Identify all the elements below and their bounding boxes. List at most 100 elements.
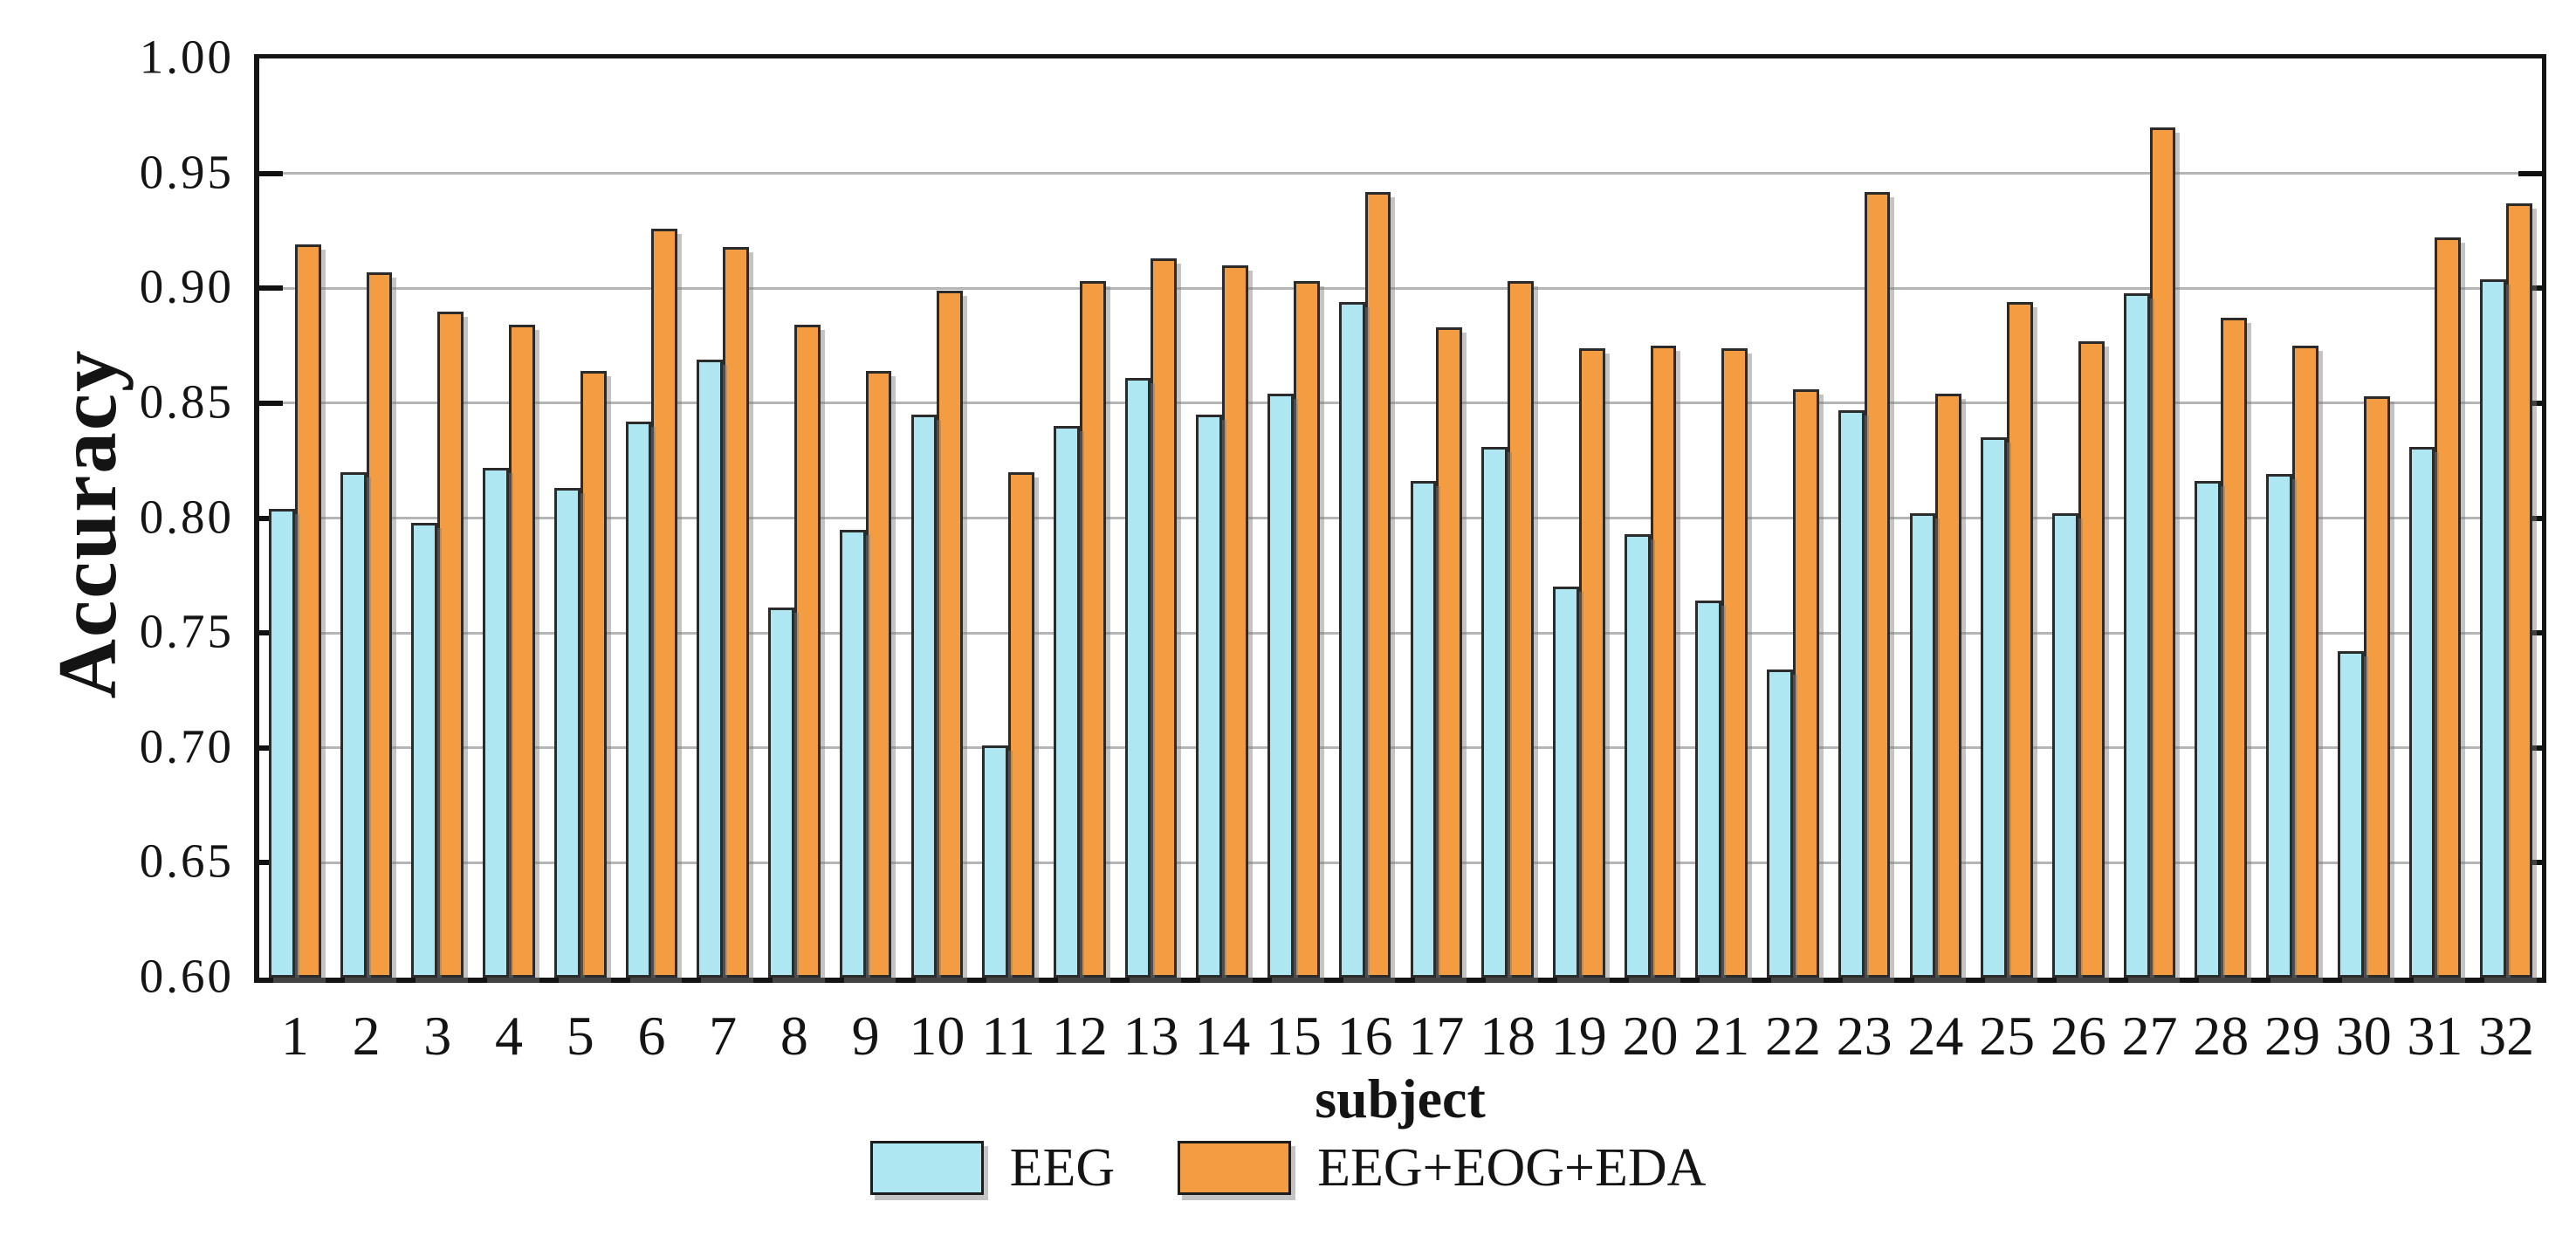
y-tick-label-0.60: 0.60 xyxy=(139,949,234,1003)
legend-label-EEG+EOG+EDA: EEG+EOG+EDA xyxy=(1317,1137,1707,1198)
bar-EEG+EOG+EDA-subject-2 xyxy=(366,271,393,978)
x-tick-label-8: 8 xyxy=(780,1005,808,1067)
bar-EEG-subject-17 xyxy=(1410,481,1437,978)
bar-EEG-subject-12 xyxy=(1053,426,1080,978)
bar-EEG-subject-30 xyxy=(2337,651,2364,978)
bar-EEG+EOG+EDA-subject-29 xyxy=(2291,346,2318,978)
x-tick-label-9: 9 xyxy=(851,1005,880,1067)
gridline-0.90 xyxy=(259,286,2542,290)
x-tick-label-6: 6 xyxy=(637,1005,666,1067)
bar-EEG-subject-2 xyxy=(340,471,367,978)
gridline-0.65 xyxy=(259,861,2542,864)
y-tick-label-0.95: 0.95 xyxy=(139,145,234,199)
x-tick-label-14: 14 xyxy=(1194,1005,1251,1067)
bar-EEG-subject-29 xyxy=(2266,474,2292,978)
x-tick-label-18: 18 xyxy=(1480,1005,1536,1067)
bar-EEG+EOG+EDA-subject-8 xyxy=(793,325,821,978)
bar-EEG-subject-27 xyxy=(2123,292,2150,978)
chart-legend: EEG EEG+EOG+EDA xyxy=(0,1131,2576,1205)
bar-EEG+EOG+EDA-subject-6 xyxy=(651,228,678,978)
x-tick-label-26: 26 xyxy=(2050,1005,2106,1067)
bar-EEG-subject-32 xyxy=(2480,278,2507,978)
bar-EEG+EOG+EDA-subject-31 xyxy=(2435,237,2462,978)
bar-EEG+EOG+EDA-subject-14 xyxy=(1222,264,1249,978)
x-tick-label-7: 7 xyxy=(709,1005,738,1067)
bar-EEG+EOG+EDA-subject-27 xyxy=(2149,127,2176,978)
x-tick-label-17: 17 xyxy=(1408,1005,1465,1067)
x-tick-label-19: 19 xyxy=(1550,1005,1607,1067)
y-tick-label-1.00: 1.00 xyxy=(139,30,234,84)
x-tick-label-27: 27 xyxy=(2121,1005,2178,1067)
bar-EEG-subject-21 xyxy=(1695,601,1722,978)
gridline-0.70 xyxy=(259,746,2542,750)
bar-EEG+EOG+EDA-subject-22 xyxy=(1792,389,1819,978)
gridline-0.80 xyxy=(259,517,2542,519)
bar-EEG+EOG+EDA-subject-15 xyxy=(1293,281,1320,978)
bar-EEG+EOG+EDA-subject-32 xyxy=(2506,203,2532,978)
bar-EEG+EOG+EDA-subject-24 xyxy=(1935,394,1962,978)
legend-swatch-EEG+EOG+EDA xyxy=(1178,1141,1292,1195)
x-tick-label-1: 1 xyxy=(280,1005,309,1067)
bar-EEG-subject-11 xyxy=(982,745,1009,978)
x-tick-label-3: 3 xyxy=(423,1005,452,1067)
bar-EEG+EOG+EDA-subject-12 xyxy=(1079,281,1106,978)
x-tick-label-10: 10 xyxy=(909,1005,965,1067)
bar-EEG+EOG+EDA-subject-23 xyxy=(1864,191,1891,978)
bar-EEG-subject-19 xyxy=(1552,587,1579,978)
bar-EEG+EOG+EDA-subject-21 xyxy=(1721,347,1748,978)
y-tick-label-0.80: 0.80 xyxy=(139,490,234,543)
bar-EEG-subject-18 xyxy=(1481,446,1508,978)
bar-EEG-subject-31 xyxy=(2408,446,2435,978)
bar-EEG-subject-25 xyxy=(1981,437,2008,978)
bar-EEG+EOG+EDA-subject-19 xyxy=(1578,347,1605,978)
bar-EEG-subject-16 xyxy=(1338,302,1365,978)
bar-EEG-subject-26 xyxy=(2052,513,2078,978)
bar-EEG-subject-8 xyxy=(768,608,794,978)
x-tick-label-22: 22 xyxy=(1764,1005,1821,1067)
bar-EEG-subject-7 xyxy=(697,359,724,978)
bar-EEG+EOG+EDA-subject-25 xyxy=(2007,302,2033,978)
bar-EEG+EOG+EDA-subject-1 xyxy=(294,244,321,978)
bar-EEG+EOG+EDA-subject-11 xyxy=(1008,471,1034,978)
x-tick-label-28: 28 xyxy=(2193,1005,2250,1067)
bar-EEG-subject-23 xyxy=(1838,409,1865,978)
axis-tick-tick-left-0.95 xyxy=(259,170,283,176)
bar-EEG+EOG+EDA-subject-17 xyxy=(1436,327,1463,978)
bar-EEG-subject-20 xyxy=(1624,533,1651,978)
bar-EEG+EOG+EDA-subject-20 xyxy=(1650,346,1677,978)
y-axis-tick-labels: 1.00 0.95 0.90 0.85 0.80 0.75 0.70 0.65 0.60 xyxy=(0,31,234,1003)
x-tick-label-30: 30 xyxy=(2335,1005,2392,1067)
legend-label-EEG: EEG xyxy=(1009,1137,1116,1198)
x-axis-title: subject xyxy=(1315,1068,1486,1130)
x-tick-label-25: 25 xyxy=(1979,1005,2036,1067)
bar-EEG-subject-10 xyxy=(910,415,938,978)
bar-EEG+EOG+EDA-subject-9 xyxy=(865,371,892,978)
legend-swatch-EEG xyxy=(869,1141,984,1195)
bar-EEG-subject-1 xyxy=(269,508,295,978)
x-tick-label-15: 15 xyxy=(1265,1005,1322,1067)
gridline-0.75 xyxy=(259,631,2542,635)
x-axis-tick-labels: 1 2 3 4 5 6 7 8 9 10 11 12 13 14 15 16 17 18 19 20 21 22 23 24 2… xyxy=(0,1004,2576,1067)
x-tick-label-11: 11 xyxy=(981,1005,1035,1067)
bar-EEG+EOG+EDA-subject-5 xyxy=(580,371,607,978)
plot-area xyxy=(254,54,2546,983)
x-tick-label-29: 29 xyxy=(2263,1005,2320,1067)
axis-tick-tick-left-0.85 xyxy=(259,400,283,406)
x-tick-label-31: 31 xyxy=(2407,1005,2463,1067)
bar-EEG+EOG+EDA-subject-13 xyxy=(1151,258,1178,978)
legend-item-EEG: EEG xyxy=(869,1137,1116,1199)
x-tick-label-23: 23 xyxy=(1836,1005,1893,1067)
x-tick-label-24: 24 xyxy=(1907,1005,1964,1067)
x-tick-label-2: 2 xyxy=(352,1005,381,1067)
bar-EEG-subject-5 xyxy=(553,488,580,978)
x-tick-label-13: 13 xyxy=(1123,1005,1179,1067)
x-tick-label-16: 16 xyxy=(1336,1005,1393,1067)
gridline-0.85 xyxy=(259,402,2542,405)
bar-EEG-subject-14 xyxy=(1196,415,1223,978)
y-tick-label-0.65: 0.65 xyxy=(139,834,234,888)
bar-EEG+EOG+EDA-subject-3 xyxy=(437,311,464,978)
bar-EEG+EOG+EDA-subject-16 xyxy=(1364,191,1391,978)
axis-tick-tick-right-0.95 xyxy=(2518,170,2542,176)
bar-EEG+EOG+EDA-subject-26 xyxy=(2078,340,2105,978)
